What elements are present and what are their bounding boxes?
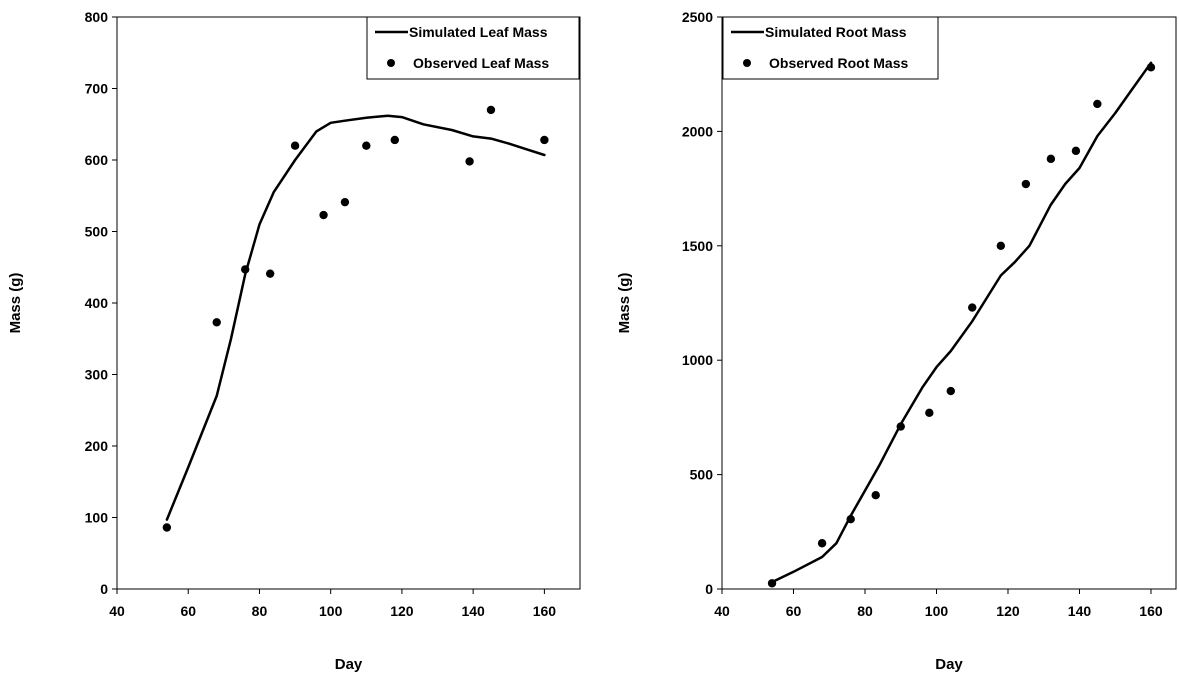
data-point-observed [871,490,880,500]
data-point-observed [817,539,827,548]
data-point-observed [362,141,371,150]
legend: Simulated Root Mass Observed Root Mass [722,16,939,80]
y-tick-label: 600 [85,152,109,168]
y-tick-label: 300 [85,367,109,383]
data-point-observed [340,197,350,207]
x-tick-label: 60 [180,603,196,619]
legend-label: Observed Root Mass [769,55,908,71]
x-tick-label: 40 [109,603,125,619]
x-tick-label: 140 [1068,603,1092,619]
data-point-observed [162,523,172,532]
data-point-observed [1146,63,1156,72]
data-point-observed [896,422,905,431]
x-tick-label: 40 [714,603,730,619]
x-tick-label: 60 [786,603,802,619]
y-tick-label: 200 [85,438,109,454]
y-tick-label: 0 [705,581,713,597]
y-tick-label: 500 [690,467,714,483]
series-line-simulated [165,114,546,521]
data-point-observed [1093,99,1102,109]
data-point-observed [767,579,777,588]
data-point-observed [465,157,474,166]
plot-frame [721,16,1177,590]
x-tick-label: 120 [390,603,414,619]
y-tick-label: 2000 [682,123,713,139]
x-tick-label: 140 [461,603,485,619]
data-point-observed [265,269,275,278]
series-line-simulated [770,61,1153,584]
y-tick-label: 400 [85,295,109,311]
x-tick-label: 100 [319,603,343,619]
y-tick-label: 2500 [682,9,713,25]
data-point-observed [540,135,549,145]
data-point-observed [486,105,496,115]
root-mass-chart: 0 500 1000 1500 2000 2500 40 60 80 100 120 140 160 Da… [616,9,1177,673]
data-point-observed [846,515,855,524]
x-axis-label: Day [935,656,963,673]
x-axis-label: Day [335,656,363,673]
data-point-observed [1071,146,1081,156]
y-tick-label: 1000 [682,352,713,368]
y-tick-label: 500 [85,224,109,240]
legend-label: Simulated Leaf Mass [409,24,548,40]
data-point-observed [1046,154,1056,164]
y-tick-label: 800 [85,9,109,25]
data-point-observed [319,210,328,220]
legend: Simulated Leaf Mass Observed Leaf Mass [366,16,580,80]
legend-label: Observed Leaf Mass [413,55,549,71]
legend-marker-swatch [387,59,395,67]
x-tick-label: 80 [252,603,268,619]
data-point-observed [968,303,977,312]
y-tick-label: 100 [85,510,109,526]
data-point-observed [290,141,300,150]
legend-box [366,16,580,80]
data-point-observed [946,386,955,396]
y-axis-label: Mass (g) [7,273,24,334]
data-point-observed [212,318,221,327]
x-tick-label: 100 [925,603,949,619]
x-tick-label: 80 [857,603,873,619]
legend-box [722,16,939,80]
y-tick-label: 1500 [682,238,713,254]
data-point-observed [241,265,250,274]
x-tick-label: 160 [1139,603,1163,619]
leaf-mass-chart: 0 100 200 300 400 500 600 700 800 40 60 80 100 120 140… [7,9,581,673]
data-point-observed [390,135,399,145]
y-tick-label: 0 [100,581,108,597]
y-axis-label: Mass (g) [616,273,633,334]
data-point-observed [996,241,1006,250]
plot-frame [116,16,581,590]
legend-label: Simulated Root Mass [765,24,907,40]
data-point-observed [1021,179,1031,189]
y-tick-label: 700 [85,81,109,97]
x-tick-label: 120 [996,603,1020,619]
legend-marker-swatch [743,59,751,67]
data-point-observed [925,408,934,418]
x-tick-label: 160 [533,603,557,619]
